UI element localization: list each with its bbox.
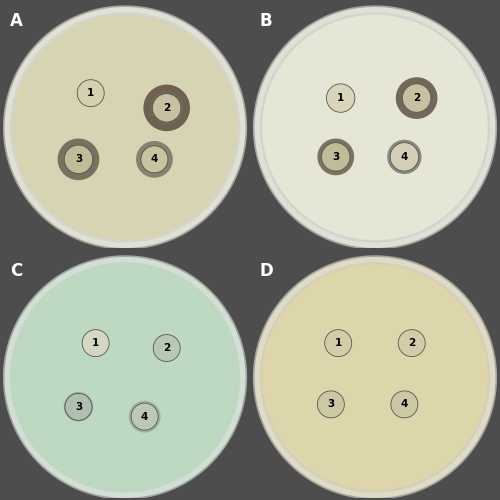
Polygon shape	[392, 144, 416, 169]
Polygon shape	[4, 256, 246, 498]
Text: 2: 2	[413, 93, 420, 103]
Polygon shape	[318, 138, 354, 175]
Polygon shape	[322, 142, 350, 171]
Text: 1: 1	[92, 338, 99, 348]
Polygon shape	[131, 403, 158, 430]
Text: 3: 3	[75, 402, 82, 412]
Text: 3: 3	[75, 154, 82, 164]
Text: 2: 2	[408, 338, 416, 348]
Text: C: C	[10, 262, 22, 280]
Polygon shape	[58, 138, 100, 180]
Text: 1: 1	[87, 88, 94, 98]
Polygon shape	[153, 334, 180, 361]
Polygon shape	[128, 400, 160, 432]
Text: 3: 3	[327, 400, 334, 409]
Polygon shape	[64, 392, 93, 422]
Text: 1: 1	[334, 338, 342, 348]
Text: D: D	[260, 262, 274, 280]
Polygon shape	[77, 80, 104, 106]
Polygon shape	[152, 94, 181, 122]
Polygon shape	[402, 83, 432, 113]
Polygon shape	[262, 15, 488, 240]
Polygon shape	[254, 256, 496, 498]
Polygon shape	[141, 146, 168, 172]
Polygon shape	[141, 146, 168, 173]
Polygon shape	[398, 330, 425, 356]
Polygon shape	[396, 77, 438, 119]
Polygon shape	[10, 12, 240, 242]
Polygon shape	[12, 15, 237, 240]
Polygon shape	[10, 262, 240, 492]
Polygon shape	[65, 394, 92, 420]
Polygon shape	[391, 391, 418, 418]
Polygon shape	[260, 262, 490, 492]
Polygon shape	[262, 264, 488, 490]
Polygon shape	[322, 144, 349, 170]
Text: 4: 4	[400, 152, 408, 162]
Polygon shape	[4, 6, 246, 249]
Text: 3: 3	[332, 152, 340, 162]
Polygon shape	[133, 405, 156, 428]
Polygon shape	[318, 391, 344, 418]
Polygon shape	[254, 6, 496, 249]
Polygon shape	[136, 141, 173, 178]
Text: 4: 4	[141, 412, 148, 422]
Polygon shape	[12, 264, 237, 490]
Polygon shape	[82, 330, 109, 356]
Polygon shape	[68, 396, 89, 417]
Polygon shape	[324, 330, 351, 356]
Text: A: A	[10, 12, 22, 30]
Polygon shape	[326, 84, 355, 112]
Polygon shape	[150, 91, 184, 124]
Polygon shape	[64, 145, 92, 174]
Polygon shape	[387, 140, 422, 174]
Text: B: B	[260, 12, 272, 30]
Text: 4: 4	[400, 400, 408, 409]
Text: 4: 4	[150, 154, 158, 164]
Text: 2: 2	[163, 103, 170, 113]
Polygon shape	[260, 12, 490, 242]
Polygon shape	[144, 84, 190, 131]
Text: 1: 1	[337, 93, 344, 103]
Text: 2: 2	[163, 343, 170, 353]
Polygon shape	[390, 142, 418, 171]
Polygon shape	[402, 84, 431, 112]
Polygon shape	[64, 144, 94, 174]
